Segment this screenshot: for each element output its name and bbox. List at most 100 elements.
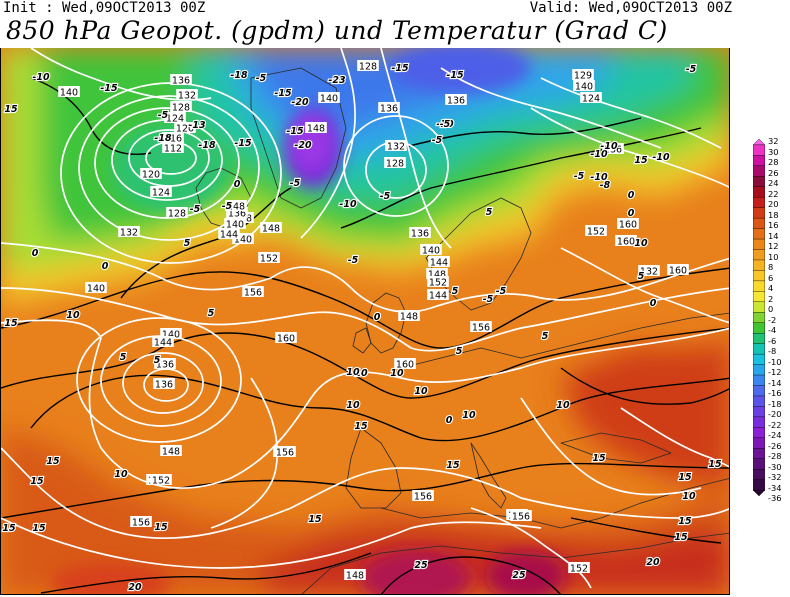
geopotential-label-bg [258, 252, 280, 263]
geopotential-label: 160 [394, 358, 416, 371]
coast-north-africa [301, 532, 729, 594]
temperature-label: -10 [436, 119, 454, 130]
geopotential-label-text: 128 [359, 62, 377, 73]
geopotential-label-text: 144 [430, 258, 448, 269]
geopotential-label-bg [585, 225, 607, 236]
geopotential-label-text: 160 [619, 220, 637, 231]
colorbar-label: -14 [768, 378, 782, 388]
temperature-label-layer: -10-15-18 -5-15-20-23-15-15-5-13-18-18-15… [1, 62, 723, 594]
colorbar-labels: 32 30 28 26 24 22 20 18 16 14 12 10 8 6 4 2 0 -2 -4 -6 -8 -10… [768, 137, 790, 503]
colorbar-swatch [753, 176, 765, 188]
temperature-label: -5 [440, 119, 451, 130]
colorbar-swatch [753, 217, 765, 230]
colorbar-label: -2 [768, 315, 777, 325]
geopotential-label-text: 160 [669, 266, 687, 277]
geopotential-label: 132 [385, 140, 407, 153]
geopotential-label: 129 [572, 69, 594, 82]
temperature-label: -10 [32, 72, 50, 83]
colorbar-swatch [753, 406, 765, 418]
colorbar-swatch [753, 332, 765, 345]
geopotential-label: 132 [176, 89, 198, 102]
geopotential-label-bg [275, 332, 297, 343]
shading-red-east [561, 338, 729, 488]
geopotential-label-text: 124 [582, 94, 600, 105]
colorbar-swatch [753, 427, 765, 439]
temperature-label: 20 [646, 557, 660, 568]
geopotential-label: 156 [242, 286, 264, 299]
geopotential-label-bg [85, 282, 107, 293]
geopotential-label-bg [170, 74, 192, 85]
colorbar-swatch [753, 312, 765, 324]
temperature-label: 15 [308, 514, 322, 525]
geopotential-label-text: 140 [575, 82, 593, 93]
temperature-contour-20-east [570, 517, 722, 544]
geopotential-label: 152 [258, 252, 280, 265]
temperature-label: -5 [432, 135, 443, 146]
temperature-label: 0 [374, 312, 381, 323]
coast-north-europe [400, 312, 729, 369]
colorbar-label: 4 [768, 283, 774, 293]
geopotential-contour-152-east [560, 247, 729, 324]
temperature-label: 10 [346, 400, 360, 411]
temperature-label: 5 [542, 331, 549, 342]
temperature-contour-25 [380, 556, 562, 594]
geopotential-label-bg [118, 226, 140, 237]
colorbar-label: -20 [768, 409, 782, 419]
temperature-label: -8 [600, 180, 611, 191]
geopotential-contour-156 [1, 447, 729, 540]
temperature-label: 0 [102, 261, 109, 272]
temperature-label: -15 [100, 83, 118, 94]
temperature-label: -5 [380, 191, 391, 202]
temperature-label: 15 [46, 456, 60, 467]
geopotential-label: 160 [615, 235, 637, 248]
coast-greenland [250, 67, 347, 209]
colorbar-swatch [753, 322, 765, 334]
colorbar-swatch [753, 395, 765, 408]
geopotential-label-text: 156 [244, 288, 262, 299]
geopotential-label-text: 136 [411, 229, 429, 240]
geopotential-label-text: 132 [120, 228, 138, 239]
colorbar-label: -8 [768, 346, 777, 356]
geopotential-contour-low-128 [78, 95, 260, 241]
geopotential-label-text: 140 [60, 88, 78, 99]
colorbar-label: -16 [768, 388, 782, 398]
geopotential-label-bg [130, 516, 152, 527]
geopotential-label: 148 [398, 310, 420, 323]
geopotential-label: 156 [470, 321, 492, 334]
geopotential-label-text: 140 [87, 284, 105, 295]
valid-time-label: Valid: Wed,09OCT2013 00Z [529, 0, 732, 16]
geopotential-label-text: 140 [234, 235, 252, 246]
geopotential-label-bg [162, 132, 184, 143]
temperature-label: 10 [682, 491, 696, 502]
temperature-contour-minus5-north [340, 127, 702, 229]
colorbar-swatch [753, 364, 765, 376]
geopotential-label-text: 148 [227, 202, 245, 213]
geopotential-label: 148 [160, 445, 182, 458]
geopotential-label-bg [385, 140, 407, 151]
colorbar-label: -32 [768, 472, 782, 482]
temperature-label: 15 [708, 459, 722, 470]
temperature-label: 15 [634, 155, 648, 166]
temperature-label: 15 [4, 104, 18, 115]
geopotential-label: 128 [357, 60, 379, 73]
temperature-label: -10 [590, 149, 608, 160]
geopotential-label-text: 136 [155, 380, 173, 391]
temperature-contour-15 [1, 462, 729, 519]
geopotential-label: 152 [585, 225, 607, 238]
temperature-label: 15 [678, 472, 692, 483]
colorbar-swatch [753, 144, 765, 157]
geopotential-label-bg [427, 289, 449, 300]
geopotential-label-text: 136 [156, 360, 174, 371]
colorbar-swatch [753, 280, 765, 293]
temperature-label: 25 [414, 560, 428, 571]
geopotential-label-bg [153, 378, 175, 389]
geopotential-label-text: 156 [276, 448, 294, 459]
geopotential-label: 136 [226, 207, 248, 220]
geopotential-label-text: 160 [396, 360, 414, 371]
temperature-label: -5 [496, 286, 507, 297]
geopotential-label-bg [420, 244, 442, 255]
geopotential-label: 140 [58, 86, 80, 99]
geopotential-contour-156-east [520, 397, 702, 496]
geopotential-label-bg [160, 445, 182, 456]
colorbar-label: -6 [768, 336, 777, 346]
